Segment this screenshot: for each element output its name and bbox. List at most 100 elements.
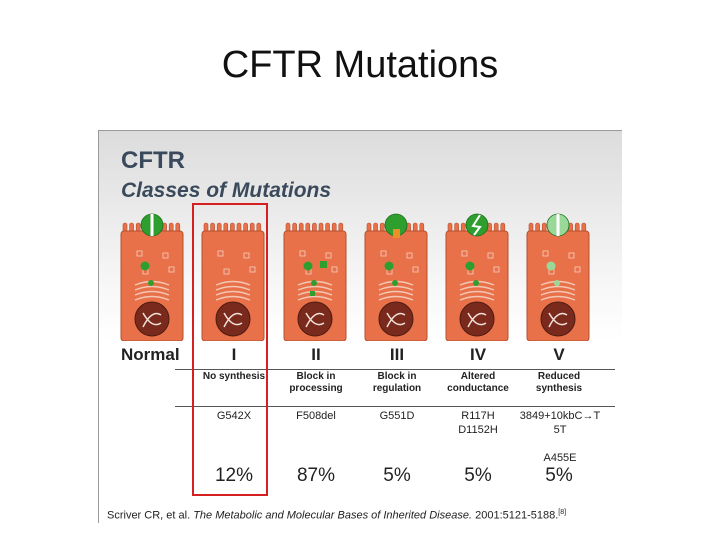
- class-percent-iii: 5%: [383, 465, 411, 486]
- golgi: [459, 295, 495, 301]
- nucleus: [134, 301, 170, 337]
- golgi: [540, 285, 576, 291]
- vesicle: [461, 250, 468, 257]
- vesicle: [217, 250, 224, 257]
- class-mutations-iv: R117H D1152H: [458, 410, 498, 436]
- citation-ref: [8]: [558, 509, 567, 516]
- golgi: [215, 280, 251, 286]
- dna-strand: [305, 312, 325, 326]
- dna-strand: [223, 312, 243, 328]
- dna-strand: [305, 312, 325, 328]
- vesicle: [223, 268, 230, 275]
- vesicle: [299, 250, 306, 257]
- channel-pore: [556, 214, 560, 236]
- class-description-iii: Block in regulation: [372, 371, 422, 394]
- class-description-i: No synthesis: [202, 371, 266, 382]
- citation-authors: Scriver CR, et al.: [107, 509, 191, 522]
- golgi: [540, 290, 576, 296]
- class-description-ii: Block in processing: [289, 371, 343, 394]
- vesicle: [493, 266, 500, 273]
- dna-strand: [467, 312, 487, 326]
- golgi: [215, 295, 251, 301]
- channel-pore: [150, 214, 154, 236]
- vesicle: [136, 250, 143, 257]
- vesicle: [325, 252, 332, 259]
- cftr-protein: [465, 261, 475, 271]
- dna-strand: [467, 312, 487, 328]
- class-description-iv: Altered conductance: [447, 371, 509, 394]
- vesicle: [574, 266, 581, 273]
- class-percent-i: 12%: [214, 465, 254, 486]
- nucleus: [215, 301, 251, 337]
- class-percent-v: 5%: [545, 465, 573, 486]
- class-label-v: V: [553, 345, 565, 364]
- class-mutations-ii: F508del: [296, 410, 336, 422]
- figure-title: CFTR: [121, 147, 185, 174]
- cell-illustrations: [120, 213, 590, 341]
- vesicle: [487, 252, 494, 259]
- dna-strand: [386, 312, 406, 328]
- vesicle: [380, 250, 387, 257]
- golgi: [215, 285, 251, 291]
- cftr-protein: [384, 261, 394, 271]
- golgi: [459, 285, 495, 291]
- dna-strand: [142, 312, 162, 328]
- golgi: [378, 290, 414, 296]
- golgi: [134, 290, 170, 296]
- class-label-iv: IV: [469, 345, 487, 364]
- nucleus: [459, 301, 495, 337]
- cftr-protein: [473, 280, 479, 286]
- dna-strand: [548, 312, 568, 326]
- golgi: [378, 295, 414, 301]
- cftr-protein: [392, 280, 398, 286]
- vesicle: [249, 266, 256, 273]
- dna-strand: [548, 312, 568, 328]
- class-percent-iv: 5%: [464, 465, 492, 486]
- cftr-protein: [546, 261, 556, 271]
- dna-strand: [142, 312, 162, 326]
- class-label-ii: II: [311, 345, 321, 364]
- class-label-normal: Normal: [121, 345, 180, 364]
- citation-details: 2001:5121-5188.: [475, 509, 559, 522]
- vesicle: [542, 250, 549, 257]
- golgi: [378, 285, 414, 291]
- dna-strand: [223, 312, 243, 326]
- slide-title: CFTR Mutations: [221, 44, 499, 86]
- cftr-protein-misfolded: [320, 261, 327, 268]
- cftr-protein-misfolded: [310, 291, 315, 296]
- class-mutations-iii: G551D: [379, 410, 415, 422]
- cftr-protein: [311, 280, 317, 286]
- vesicle: [243, 252, 250, 259]
- vesicle: [406, 252, 413, 259]
- channel-gate-closed: [393, 229, 400, 238]
- vesicle: [331, 266, 338, 273]
- table-rule-bottom: [175, 406, 615, 407]
- cftr-protein: [303, 261, 313, 271]
- citation: Scriver CR, et al. The Metabolic and Mol…: [107, 509, 566, 522]
- citation-work: The Metabolic and Molecular Bases of Inh…: [193, 509, 473, 522]
- vesicle: [168, 266, 175, 273]
- class-description-v: Reduced synthesis: [535, 371, 583, 394]
- golgi: [297, 295, 333, 301]
- vesicle: [412, 266, 419, 273]
- channel-pore-altered: [471, 214, 482, 236]
- class-label-iii: III: [389, 345, 405, 364]
- golgi: [134, 295, 170, 301]
- cftr-protein: [148, 280, 154, 286]
- class-label-i: I: [231, 345, 237, 364]
- figure-subtitle: Classes of Mutations: [121, 179, 332, 202]
- dna-strand: [386, 312, 406, 326]
- cftr-protein: [140, 261, 150, 271]
- class-mutations-v: 3849+10kbC→T 5T A455E: [519, 410, 601, 464]
- golgi: [540, 295, 576, 301]
- class-mutations-i: G542X: [216, 410, 252, 422]
- golgi: [459, 290, 495, 296]
- nucleus: [378, 301, 414, 337]
- golgi: [297, 285, 333, 291]
- cftr-protein: [554, 280, 560, 286]
- nucleus: [540, 301, 576, 337]
- nucleus: [297, 301, 333, 337]
- cftr-channel-iv: [465, 213, 489, 237]
- golgi: [215, 290, 251, 296]
- golgi: [134, 285, 170, 291]
